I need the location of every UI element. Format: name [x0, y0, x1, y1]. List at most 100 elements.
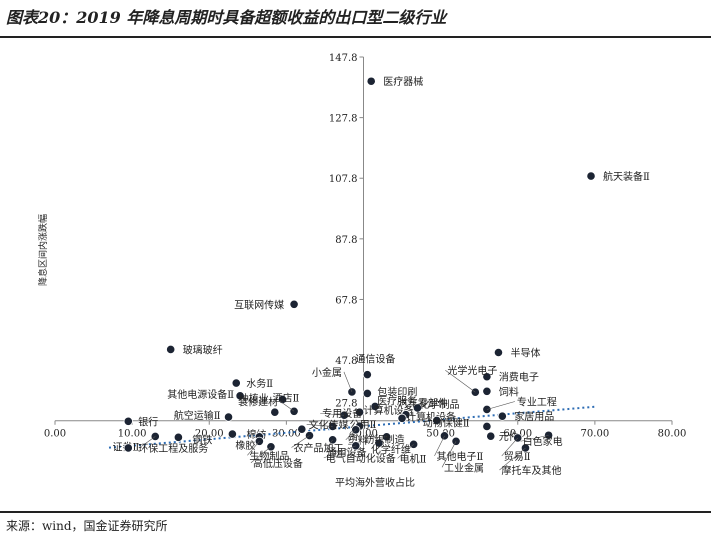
point-label: 银行 — [138, 415, 158, 428]
point-label: 摩托车及其他 — [501, 464, 561, 477]
point-label: 化学纤维 — [371, 443, 411, 456]
point-label: 包装印刷 — [377, 385, 417, 398]
data-point — [223, 412, 234, 422]
leader-line — [247, 441, 260, 456]
data-point — [497, 411, 507, 421]
trendline-group — [108, 405, 595, 449]
leader-line — [520, 434, 549, 442]
leader-line — [291, 435, 310, 448]
data-point — [482, 404, 492, 415]
leader-line — [499, 447, 526, 471]
point-label: 家居用品 — [514, 410, 554, 423]
point-label: 文化传媒 — [309, 418, 349, 431]
point-label: 种植业 — [239, 392, 269, 405]
data-point — [355, 407, 365, 417]
leader-line — [441, 441, 457, 468]
source-note: 来源：wind，国金证券研究所 — [6, 519, 168, 533]
scatter-chart: 47.8 67.8 87.8 107.8 127.8 147.8 27.8 0.00 10.00… — [37, 53, 687, 489]
chart-title: 图表20：2019 年降息周期时具备超额收益的出口型二级行业 — [6, 8, 447, 27]
y-tick-label: 107.8 — [329, 174, 358, 185]
x-tick-label: 30.00 — [272, 429, 301, 440]
leader-line — [323, 445, 356, 459]
y-tick-label: 47.8 — [335, 356, 357, 367]
leader-line — [343, 371, 353, 393]
point-label: 工业金属 — [444, 461, 484, 474]
leader-line — [345, 429, 356, 440]
data-point — [366, 76, 376, 86]
leader-line — [250, 446, 272, 463]
data-point — [451, 436, 461, 446]
data-point — [270, 407, 280, 417]
point-label: 通信设备 — [355, 353, 395, 366]
point-label: 航空运输Ⅱ — [174, 409, 221, 422]
point-label: 其他电源设备Ⅱ — [167, 388, 234, 401]
y-tick-label: 127.8 — [329, 114, 358, 125]
data-point — [166, 344, 176, 355]
data-point — [123, 443, 133, 453]
point-label: 专用设备 — [322, 407, 362, 420]
point-label: 光学光电子 — [447, 364, 497, 377]
data-point — [235, 391, 245, 401]
y-tick-label: 147.8 — [329, 53, 358, 64]
point-label: 动物保健Ⅱ — [423, 416, 470, 429]
x-tick-label: 10.00 — [118, 429, 147, 440]
data-point — [432, 415, 442, 425]
leader-line — [397, 444, 414, 459]
point-label: 玻璃玻纤 — [183, 343, 223, 356]
data-point — [482, 421, 492, 432]
data-point — [289, 299, 299, 309]
x-tick-label: 20.00 — [195, 429, 224, 440]
data-point — [482, 386, 492, 396]
point-label: 橡胶 — [235, 439, 255, 452]
leader-line — [486, 401, 515, 410]
point-label: 化学制品 — [419, 398, 459, 411]
point-label: 电机Ⅱ — [400, 452, 427, 465]
data-point — [482, 372, 492, 382]
title-divider — [0, 36, 711, 38]
x-tick-label: 80.00 — [658, 429, 687, 440]
point-label: 专业工程 — [517, 395, 557, 408]
point-label: 医疗器械 — [383, 75, 423, 88]
x-tick-label: 40.00 — [349, 429, 378, 440]
data-point — [412, 403, 423, 413]
data-point — [370, 401, 380, 412]
leader-line — [445, 369, 476, 393]
x-tick-label: 0.00 — [44, 429, 66, 440]
data-point — [374, 438, 384, 448]
point-label: 互联网传媒 — [234, 299, 284, 311]
point-label: 水务Ⅱ — [246, 377, 273, 390]
y-axis-label: 降息区间内涨跌幅 — [37, 214, 49, 286]
point-label: 农产品加工 — [294, 442, 344, 455]
leader-line — [141, 436, 156, 447]
leader-line — [501, 437, 518, 457]
point-label: 生物制品 — [249, 449, 289, 462]
data-point — [173, 432, 183, 442]
point-label: 汽车零部件 — [398, 397, 448, 410]
trendline — [108, 405, 595, 449]
point-label: 贸易Ⅱ — [504, 451, 531, 463]
data-point — [227, 429, 237, 439]
data-point — [254, 436, 264, 446]
data-point — [123, 416, 133, 426]
leader-line — [362, 436, 387, 440]
point-label: 酒店Ⅱ — [273, 391, 300, 404]
leader-line — [279, 401, 295, 412]
data-point — [150, 431, 160, 442]
x-axis-label: 平均海外营收占比 — [335, 476, 415, 489]
leader-line — [434, 435, 445, 456]
point-label: 小金属 — [312, 366, 342, 379]
y-tick-label: 87.8 — [335, 235, 357, 246]
point-label: 饲料 — [499, 385, 519, 398]
point-label: 半导体 — [510, 347, 540, 360]
data-point — [486, 431, 496, 441]
point-label: 消费电子 — [499, 371, 539, 384]
source-divider — [0, 511, 711, 513]
data-point — [397, 413, 407, 423]
point-label: 公用Ⅱ — [350, 420, 377, 431]
point-label: 白色家电 — [523, 435, 563, 448]
data-point — [586, 171, 596, 181]
point-label: 计算机设备 — [406, 410, 456, 423]
x-tick-label: 70.00 — [581, 429, 610, 440]
point-label: 纺织制造 — [365, 433, 405, 446]
